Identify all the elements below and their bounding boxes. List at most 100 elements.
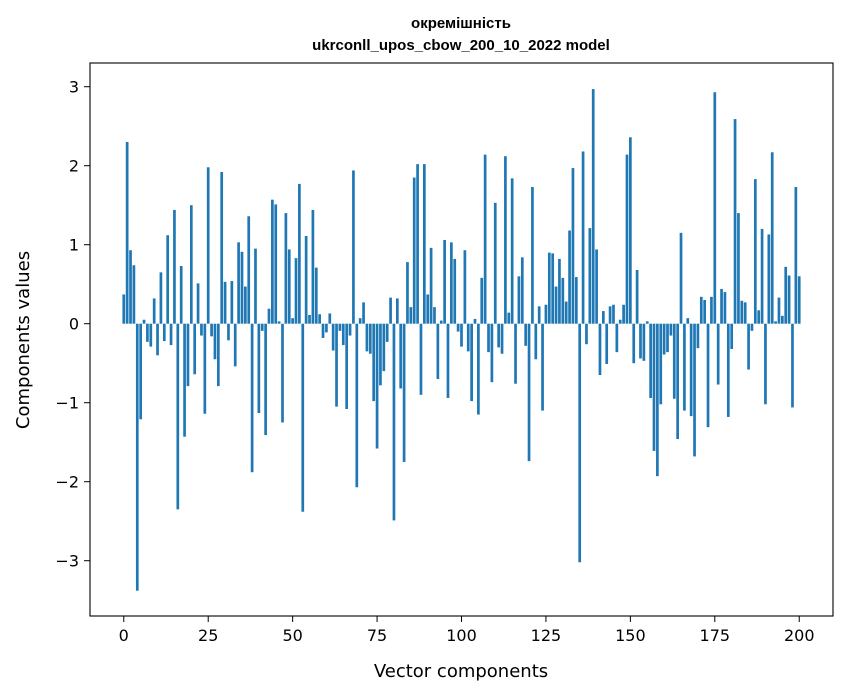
bar-136 bbox=[581, 151, 585, 324]
bar-116 bbox=[514, 323, 517, 384]
bar-91 bbox=[429, 247, 433, 324]
bar-142 bbox=[601, 311, 605, 324]
bar-29 bbox=[220, 172, 224, 324]
bar-194 bbox=[777, 297, 781, 324]
y-tick-label--1: −1 bbox=[55, 394, 79, 413]
bar-65 bbox=[341, 323, 345, 346]
bar-92 bbox=[433, 307, 436, 324]
bar-46 bbox=[277, 321, 281, 324]
bar-131 bbox=[564, 301, 568, 324]
bar-181 bbox=[733, 119, 737, 324]
bar-50 bbox=[291, 318, 294, 324]
bar-121 bbox=[531, 187, 534, 324]
bar-54 bbox=[304, 236, 308, 324]
bar-197 bbox=[787, 275, 791, 324]
bar-159 bbox=[659, 323, 663, 405]
bar-100 bbox=[460, 323, 463, 347]
bar-145 bbox=[612, 304, 615, 324]
y-tick-label-0: 0 bbox=[69, 315, 79, 334]
bar-105 bbox=[477, 323, 480, 415]
bar-176 bbox=[716, 323, 720, 385]
bar-127 bbox=[551, 253, 555, 324]
bar-11 bbox=[159, 272, 163, 324]
bar-97 bbox=[450, 242, 453, 324]
bar-111 bbox=[497, 323, 500, 348]
bar-20 bbox=[189, 205, 193, 324]
x-axis-label: Vector components bbox=[374, 661, 548, 682]
bar-2 bbox=[129, 250, 132, 324]
y-axis-ticks: −3 −2 −1 0 1 2 3 bbox=[55, 78, 90, 571]
bar-0 bbox=[122, 294, 126, 324]
bar-42 bbox=[264, 323, 267, 436]
bar-31 bbox=[227, 323, 230, 341]
bar-61 bbox=[328, 313, 332, 324]
bar-55 bbox=[308, 315, 311, 324]
bar-76 bbox=[379, 323, 382, 386]
bar-44 bbox=[271, 199, 274, 324]
bar-86 bbox=[412, 177, 416, 324]
bar-36 bbox=[244, 286, 247, 324]
bar-153 bbox=[639, 323, 642, 359]
bar-39 bbox=[254, 248, 257, 324]
bar-135 bbox=[578, 323, 582, 563]
bar-13 bbox=[166, 235, 170, 324]
bar-192 bbox=[770, 152, 774, 324]
bar-28 bbox=[216, 323, 220, 387]
bar-40 bbox=[257, 323, 261, 413]
bar-186 bbox=[750, 323, 754, 331]
bar-158 bbox=[656, 323, 659, 477]
bar-128 bbox=[554, 286, 558, 324]
bar-69 bbox=[355, 323, 359, 488]
bar-107 bbox=[483, 154, 487, 324]
chart-title-line-1: окремішність bbox=[411, 15, 511, 32]
bar-75 bbox=[375, 323, 379, 449]
bar-67 bbox=[348, 323, 352, 336]
bar-140 bbox=[595, 249, 598, 324]
bar-18 bbox=[183, 323, 186, 437]
y-tick-label--2: −2 bbox=[55, 473, 79, 492]
bar-147 bbox=[618, 319, 622, 324]
bar-9 bbox=[152, 298, 156, 324]
bar-185 bbox=[747, 323, 750, 370]
bar-10 bbox=[156, 323, 159, 356]
bar-199 bbox=[794, 187, 798, 324]
bar-143 bbox=[605, 323, 609, 364]
bar-164 bbox=[676, 323, 679, 440]
bar-198 bbox=[791, 323, 794, 408]
bar-113 bbox=[504, 156, 507, 324]
bar-160 bbox=[662, 323, 666, 355]
bar-58 bbox=[318, 314, 321, 324]
y-tick-label-1: 1 bbox=[69, 236, 79, 255]
bar-98 bbox=[453, 258, 457, 324]
bar-125 bbox=[544, 304, 548, 324]
plot-area-frame bbox=[89, 62, 834, 617]
bar-144 bbox=[608, 306, 612, 324]
bar-137 bbox=[585, 323, 588, 345]
bar-195 bbox=[780, 315, 784, 324]
bar-165 bbox=[679, 232, 683, 324]
bar-37 bbox=[247, 216, 251, 324]
bar-177 bbox=[720, 288, 723, 324]
bar-8 bbox=[149, 323, 153, 347]
bar-21 bbox=[193, 323, 197, 375]
bar-88 bbox=[419, 323, 423, 395]
bar-85 bbox=[409, 307, 413, 324]
bar-180 bbox=[730, 323, 734, 349]
bar-106 bbox=[480, 277, 484, 324]
bar-51 bbox=[294, 258, 298, 324]
bar-4 bbox=[135, 323, 139, 591]
bar-191 bbox=[767, 234, 771, 324]
bar-112 bbox=[500, 323, 504, 354]
bar-78 bbox=[385, 323, 389, 342]
bar-74 bbox=[372, 323, 376, 402]
bar-84 bbox=[406, 262, 409, 324]
x-tick-label-125: 125 bbox=[531, 626, 562, 645]
bar-12 bbox=[162, 323, 166, 342]
bar-174 bbox=[710, 296, 713, 324]
bar-80 bbox=[392, 323, 396, 521]
bar-30 bbox=[223, 281, 227, 324]
bar-168 bbox=[689, 323, 693, 417]
bar-79 bbox=[389, 297, 392, 324]
bar-122 bbox=[534, 323, 538, 360]
